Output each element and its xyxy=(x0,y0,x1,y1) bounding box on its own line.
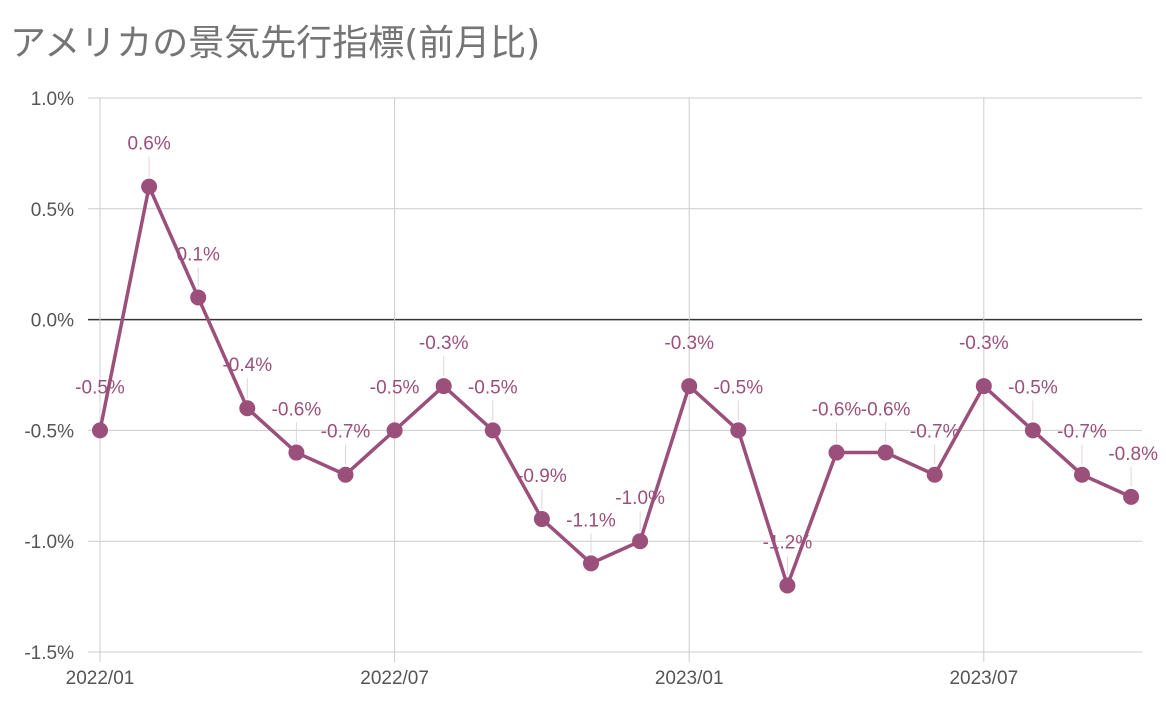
x-tick-label: 2023/07 xyxy=(949,668,1018,689)
data-point xyxy=(828,444,845,461)
data-point xyxy=(190,289,207,306)
data-point xyxy=(288,444,305,461)
data-label: -0.7% xyxy=(910,422,960,443)
y-axis: 1.0% 0.5% 0.0% -0.5% -1.0% -1.5% xyxy=(24,89,74,664)
data-label: -0.5% xyxy=(1008,377,1058,398)
y-tick-label: -1.0% xyxy=(24,532,74,553)
data-point xyxy=(926,466,943,483)
data-label: -0.4% xyxy=(222,355,272,376)
data-label: -1.1% xyxy=(566,510,616,531)
data-point xyxy=(681,378,698,395)
data-label: -0.8% xyxy=(1108,444,1158,465)
data-label: -0.6% xyxy=(812,400,862,421)
data-label: -0.3% xyxy=(664,333,714,354)
data-label: -0.3% xyxy=(419,333,469,354)
data-label: -0.5% xyxy=(468,377,518,398)
data-point xyxy=(1024,422,1041,439)
data-labels: -0.5%0.6%0.1%-0.4%-0.6%-0.7%-0.5%-0.3%-0… xyxy=(75,134,1158,576)
y-tick-label: 0.5% xyxy=(31,200,74,221)
x-tick-label: 2023/01 xyxy=(655,668,724,689)
data-label: -0.5% xyxy=(370,377,420,398)
data-point xyxy=(92,422,108,439)
data-point xyxy=(141,178,158,195)
data-point xyxy=(730,422,747,439)
data-point xyxy=(583,555,599,572)
data-point xyxy=(386,422,403,439)
data-label: -0.6% xyxy=(861,400,911,421)
series-line xyxy=(98,184,1132,588)
data-point xyxy=(435,378,452,395)
data-label: -0.3% xyxy=(959,333,1009,354)
chart-title: アメリカの景気先行指標(前月比) xyxy=(10,23,541,64)
y-tick-label: 1.0% xyxy=(31,89,74,110)
data-point xyxy=(533,511,550,528)
data-point xyxy=(1123,488,1140,505)
x-tick-label: 2022/07 xyxy=(360,668,429,689)
data-point xyxy=(779,577,796,594)
data-label: -0.7% xyxy=(1057,422,1107,443)
series-polyline xyxy=(98,184,1132,588)
data-point xyxy=(1074,466,1090,483)
x-axis: 2022/01 2022/07 2023/01 2023/07 xyxy=(66,668,1018,689)
data-label: -0.9% xyxy=(517,466,567,487)
y-tick-label: -0.5% xyxy=(24,421,74,442)
data-label: 0.6% xyxy=(127,134,170,155)
data-label: -1.0% xyxy=(615,488,665,509)
data-label: -0.5% xyxy=(75,377,125,398)
data-point xyxy=(632,533,649,550)
data-label: 0.1% xyxy=(177,244,220,265)
data-point xyxy=(877,444,894,461)
data-label: -0.5% xyxy=(713,377,763,398)
x-tick-label: 2022/01 xyxy=(66,668,135,689)
data-point xyxy=(337,466,354,483)
y-tick-label: -1.5% xyxy=(24,643,74,664)
data-points xyxy=(92,178,1140,594)
data-label: -1.2% xyxy=(763,533,813,554)
data-point xyxy=(975,378,992,395)
y-tick-label: 0.0% xyxy=(31,311,74,332)
data-label: -0.7% xyxy=(321,422,371,443)
data-point xyxy=(239,400,256,417)
data-label: -0.6% xyxy=(272,400,322,421)
data-point xyxy=(484,422,501,439)
